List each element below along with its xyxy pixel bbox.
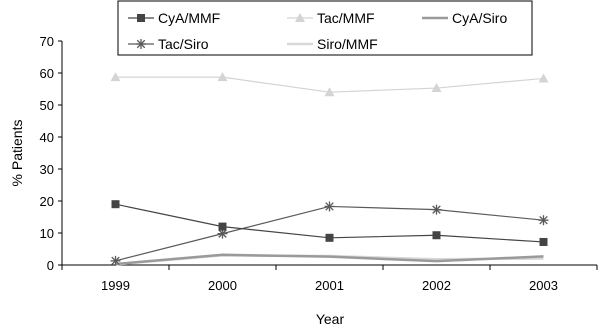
y-tick-label: 20 [40,194,54,209]
legend-item-tac-siro: Tac/Siro [128,36,209,52]
data-point-cya-mmf [539,237,548,246]
legend-item-cya-mmf: CyA/MMF [128,10,220,26]
y-axis-title: % Patients [9,120,25,187]
data-point-tac-siro [538,215,549,226]
series-cya-siro [115,253,544,266]
legend-item-siro-mmf: Siro/MMF [287,36,378,52]
y-tick-label: 40 [40,130,54,145]
series-tac-siro [110,201,549,266]
data-point-cya-mmf [111,200,120,209]
data-point-tac-siro [110,255,121,266]
legend-item-cya-siro: CyA/Siro [422,10,507,26]
series-line-tac-siro [115,205,544,262]
legend-marker [137,14,145,22]
y-axis: 0 10 20 30 40 50 60 70 [40,34,63,273]
plot-area [110,72,549,266]
x-tick-label: 1999 [101,278,130,293]
data-point-cya-mmf [325,233,334,242]
data-point-tac-siro [431,204,442,215]
data-point-tac-mmf [217,72,228,82]
data-point-tac-mmf [431,83,442,93]
legend-box [117,0,533,56]
legend-item-tac-mmf: Tac/MMF [287,10,375,26]
y-tick-label: 30 [40,162,54,177]
data-point-cya-mmf [432,231,441,240]
legend-label: CyA/MMF [158,10,220,26]
y-tick-label: 10 [40,226,54,241]
series-line-cya-siro [115,253,544,266]
legend-marker [295,13,305,22]
legend-marker [136,39,146,49]
legend-label: Tac/MMF [317,10,375,26]
y-tick-label: 60 [40,66,54,81]
series-cya-mmf [111,200,548,246]
legend-label: Tac/Siro [158,36,209,52]
data-point-tac-mmf [538,73,549,83]
legend: CyA/MMF Tac/MMF CyA/Siro Tac/Siro Siro/MMF [117,0,533,56]
y-tick-label: 50 [40,98,54,113]
x-axis-title: Year [316,311,345,327]
data-point-tac-mmf [110,72,121,82]
x-tick-label: 2003 [529,278,558,293]
x-tick-label: 2001 [315,278,344,293]
legend-label: CyA/Siro [452,10,507,26]
data-point-cya-mmf [218,222,227,231]
y-tick-label: 0 [47,258,54,273]
data-point-tac-siro [324,201,335,212]
legend-label: Siro/MMF [317,36,378,52]
y-tick-label: 70 [40,34,54,49]
x-tick-label: 2002 [422,278,451,293]
series-tac-mmf [110,72,549,97]
data-point-tac-mmf [324,87,335,97]
x-tick-label: 2000 [208,278,237,293]
x-axis: 1999 2000 2001 2002 2003 [61,264,598,293]
